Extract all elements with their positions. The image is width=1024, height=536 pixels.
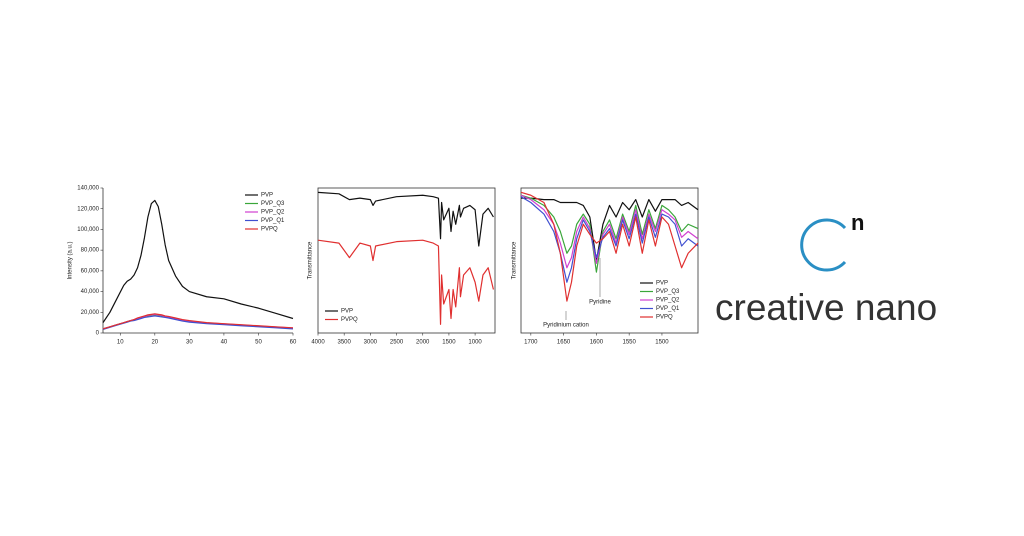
x-tick-label: 1600 [590, 340, 604, 346]
logo-superscript: n [851, 210, 864, 235]
legend-label: PVP_Q2 [656, 298, 680, 304]
annotation: Pyridine [589, 300, 611, 306]
logo-wordmark: creative nano [715, 287, 937, 328]
logo-c [800, 218, 847, 272]
y-axis-label: Intensity (a.u.) [68, 241, 74, 279]
legend-label: PVPQ [656, 315, 673, 321]
series-line [520, 194, 699, 269]
series-line [102, 199, 294, 323]
x-tick-label: 4000 [311, 340, 325, 346]
series-line [317, 191, 494, 247]
y-tick-label: 40,000 [81, 289, 100, 295]
x-tick-label: 1500 [442, 340, 456, 346]
x-tick-label: 20 [151, 340, 158, 346]
legend-label: PVPQ [341, 317, 358, 323]
legend-label: PVP [341, 309, 353, 315]
y-axis-label: Transmittance [512, 241, 518, 279]
legend-label: PVP_Q2 [261, 210, 285, 216]
plot-frame [520, 187, 699, 334]
x-tick-label: 1700 [524, 340, 538, 346]
x-tick-label: 3500 [338, 340, 352, 346]
legend-label: PVP [656, 281, 668, 287]
series-line [102, 315, 294, 330]
x-tick-label: 60 [290, 340, 297, 346]
legend-label: PVP_Q3 [656, 289, 680, 295]
x-tick-label: 10 [117, 340, 124, 346]
x-tick-label: 2500 [390, 340, 404, 346]
legend-label: PVP_Q1 [261, 218, 285, 224]
y-tick-label: 80,000 [81, 248, 100, 254]
y-tick-label: 100,000 [77, 227, 99, 233]
legend-label: PVP_Q1 [656, 306, 680, 312]
y-tick-label: 0 [96, 331, 100, 337]
y-tick-label: 120,000 [77, 206, 99, 212]
legend-label: PVPQ [261, 227, 278, 233]
legend-label: PVP_Q3 [261, 201, 285, 207]
series-line [521, 197, 699, 262]
x-tick-label: 1650 [557, 340, 571, 346]
x-tick-label: 2000 [416, 340, 430, 346]
legend-label: PVP [261, 193, 273, 199]
x-tick-label: 1550 [622, 340, 636, 346]
y-tick-label: 60,000 [81, 268, 100, 274]
series-line [102, 313, 294, 330]
annotation: Pyridinium cation [543, 323, 589, 329]
x-tick-label: 3000 [364, 340, 378, 346]
x-tick-label: 30 [186, 340, 193, 346]
y-axis-label: Transmittance [308, 241, 314, 279]
series-line [520, 194, 699, 273]
series-line [317, 239, 495, 325]
x-tick-label: 40 [221, 340, 228, 346]
series-line [520, 191, 699, 302]
plot-frame [317, 187, 496, 334]
x-tick-label: 1500 [655, 340, 669, 346]
y-tick-label: 20,000 [81, 310, 100, 316]
x-tick-label: 50 [255, 340, 262, 346]
x-tick-label: 1000 [468, 340, 482, 346]
y-tick-label: 140,000 [77, 186, 99, 192]
